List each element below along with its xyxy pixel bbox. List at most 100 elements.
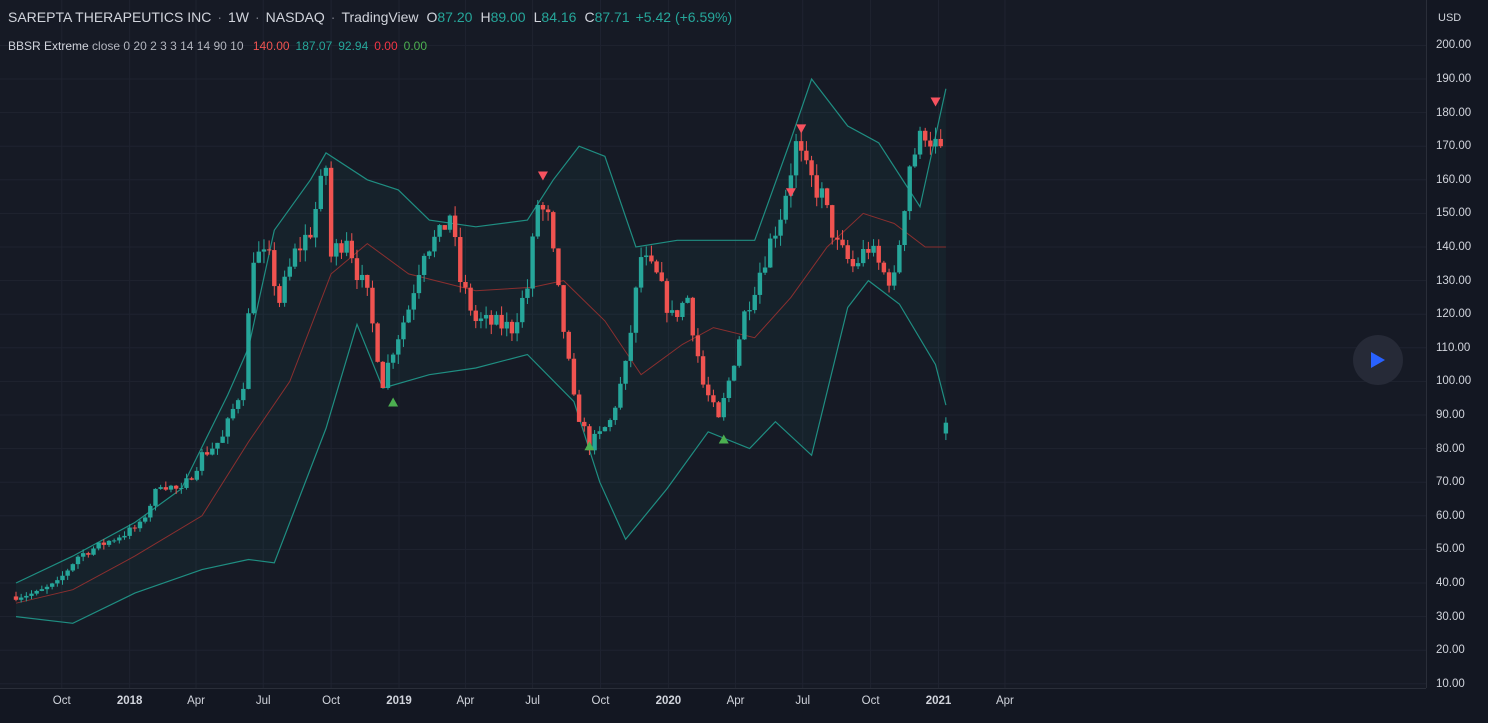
candle-body xyxy=(101,542,107,545)
candle-body xyxy=(189,478,194,480)
time-axis[interactable] xyxy=(0,688,1426,723)
candle-body xyxy=(344,240,349,253)
candle-body xyxy=(700,356,706,385)
high-value: 89.00 xyxy=(490,9,526,25)
candle-body xyxy=(773,235,778,239)
candle-body xyxy=(380,361,385,388)
indicator-name[interactable]: BBSR Extreme xyxy=(8,39,89,53)
time-tick-label: Apr xyxy=(187,695,206,707)
candle-body xyxy=(411,293,416,310)
time-tick-label: 2018 xyxy=(116,695,143,707)
candle-body xyxy=(442,225,447,230)
candle-body xyxy=(458,237,463,282)
time-tick-label: Jul xyxy=(795,695,811,707)
interval-label[interactable]: 1W xyxy=(227,9,249,25)
price-tick-label: 180.00 xyxy=(1436,106,1472,119)
candle-body xyxy=(194,470,200,480)
price-tick-label: 150.00 xyxy=(1436,207,1472,220)
candle-body xyxy=(199,452,205,471)
candle-body xyxy=(390,354,396,363)
candle-body xyxy=(535,205,540,237)
candle-body xyxy=(545,209,551,213)
candle-body xyxy=(907,166,912,212)
candle-body xyxy=(814,175,819,198)
currency-label[interactable]: USD xyxy=(1438,12,1462,24)
candle-body xyxy=(153,488,158,506)
price-tick-label: 60.00 xyxy=(1436,509,1465,522)
high-label: H xyxy=(480,9,491,25)
low-value: 84.16 xyxy=(541,9,577,25)
price-tick-label: 100.00 xyxy=(1436,375,1472,388)
candle-body xyxy=(571,358,577,395)
indicator-value: 140.00 xyxy=(252,39,290,53)
candle-body xyxy=(60,575,65,581)
chart-area[interactable] xyxy=(0,0,1426,688)
candle-body xyxy=(277,286,282,303)
candle-body xyxy=(421,255,427,275)
candle-body xyxy=(13,596,19,600)
indicator-value: 0.00 xyxy=(374,39,398,53)
candle-body xyxy=(39,589,45,591)
time-tick-label: Oct xyxy=(591,695,610,707)
price-axis[interactable] xyxy=(1426,0,1488,688)
candle-body xyxy=(649,255,654,262)
close-value: 87.71 xyxy=(594,9,630,25)
candle-body xyxy=(91,548,96,555)
price-tick-label: 110.00 xyxy=(1436,341,1471,354)
candle-body xyxy=(106,540,112,545)
candle-body xyxy=(432,236,437,252)
time-tick-label: Oct xyxy=(861,695,880,707)
candle-body xyxy=(225,418,231,437)
candle-body xyxy=(928,140,933,147)
candle-body xyxy=(328,167,334,257)
price-tick-label: 80.00 xyxy=(1436,442,1465,455)
price-chart[interactable] xyxy=(0,0,1426,688)
candle-body xyxy=(158,487,163,489)
candle-body xyxy=(468,287,473,311)
candle-body xyxy=(638,257,644,288)
candle-body xyxy=(297,248,303,251)
price-tick-label: 160.00 xyxy=(1436,173,1472,186)
band-fill xyxy=(16,79,946,624)
candle-body xyxy=(117,537,122,541)
indicator-legend[interactable]: BBSR Extreme close 0 20 2 3 3 14 14 90 1… xyxy=(8,39,427,53)
candle-body xyxy=(819,188,825,198)
candle-body xyxy=(215,442,220,449)
candle-body xyxy=(757,272,763,295)
exchange-label: NASDAQ xyxy=(265,9,325,25)
candle-body xyxy=(840,239,845,246)
price-tick-label: 30.00 xyxy=(1436,610,1465,623)
candle-body xyxy=(762,267,768,273)
candle-body xyxy=(375,323,380,362)
candle-body xyxy=(204,452,210,455)
candle-body xyxy=(220,436,225,443)
candle-body xyxy=(897,245,902,273)
candle-body xyxy=(618,383,623,408)
symbol-legend: SAREPTA THERAPEUTICS INC · 1W · NASDAQ · Tradi… xyxy=(8,9,733,25)
candle-body xyxy=(938,138,943,147)
price-tick-label: 130.00 xyxy=(1436,274,1472,287)
lower-band-line xyxy=(15,279,947,624)
price-tick-label: 90.00 xyxy=(1436,409,1465,421)
candle-body xyxy=(96,542,101,549)
price-tick-label: 20.00 xyxy=(1436,644,1465,657)
candle-body xyxy=(318,175,323,209)
price-tick-label: 190.00 xyxy=(1436,73,1472,85)
play-button[interactable] xyxy=(1353,335,1403,385)
candle-body xyxy=(726,380,732,398)
candle-body xyxy=(483,315,489,319)
candle-body xyxy=(582,421,587,427)
candle-body xyxy=(282,276,287,303)
candle-body xyxy=(804,150,809,161)
candle-body xyxy=(752,294,757,311)
candle-body xyxy=(644,255,649,258)
candle-body xyxy=(592,433,597,451)
candle-body xyxy=(287,266,292,277)
candle-body xyxy=(29,593,34,596)
candle-body xyxy=(613,407,618,421)
candle-body xyxy=(881,262,887,273)
candle-body xyxy=(514,322,520,334)
symbol-name[interactable]: SAREPTA THERAPEUTICS INC xyxy=(8,9,212,25)
indicator-value: 187.07 xyxy=(295,39,333,53)
time-tick-label: Apr xyxy=(995,695,1014,707)
